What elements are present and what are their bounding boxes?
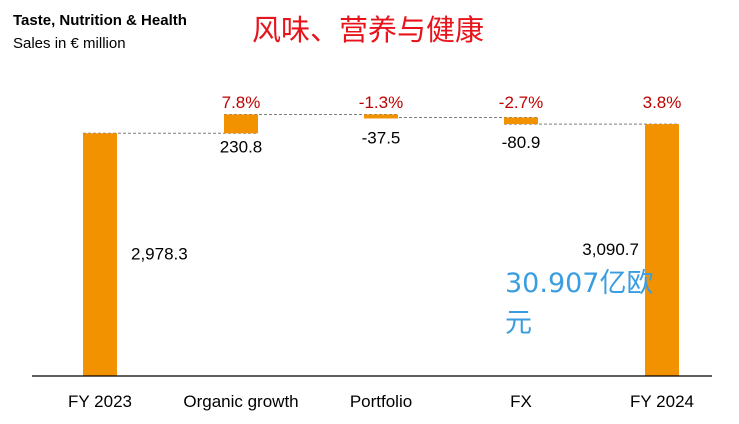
x-tick-label: FY 2024 — [630, 392, 694, 411]
x-tick-label: FX — [510, 392, 532, 411]
x-tick-label: FY 2023 — [68, 392, 132, 411]
bar-fx — [504, 117, 538, 125]
chart-subtitle: Sales in € million — [13, 35, 126, 52]
bar-fy-2024 — [645, 124, 679, 377]
chart-title: Taste, Nutrition & Health — [13, 12, 187, 29]
bar-fy-2023 — [83, 133, 117, 376]
bar-organic-growth — [224, 114, 258, 134]
bar-group — [83, 114, 679, 377]
percent-label: -2.7% — [499, 93, 543, 112]
value-label: 2,978.3 — [131, 245, 188, 264]
percent-label: 7.8% — [222, 93, 261, 112]
chinese-annotation: 30.907亿欧元 — [505, 268, 654, 339]
x-tick-label-group: FY 2023 Organic growth Portfolio FX FY 2024 — [68, 392, 694, 411]
value-label: 3,090.7 — [582, 240, 639, 259]
chinese-title-overlay: 风味、营养与健康 — [252, 13, 485, 47]
value-label: 230.8 — [220, 137, 263, 156]
value-label: -37.5 — [362, 129, 401, 148]
percent-label: 3.8% — [643, 93, 682, 112]
bar-portfolio — [364, 114, 398, 119]
value-label-group: 2,978.3 230.8 -37.5 -80.9 3,090.7 — [131, 129, 639, 264]
x-tick-label: Organic growth — [183, 392, 298, 411]
x-tick-label: Portfolio — [350, 392, 412, 411]
percent-label-group: 7.8% -1.3% -2.7% 3.8% — [222, 93, 682, 112]
percent-label: -1.3% — [359, 93, 403, 112]
value-label: -80.9 — [502, 133, 541, 152]
